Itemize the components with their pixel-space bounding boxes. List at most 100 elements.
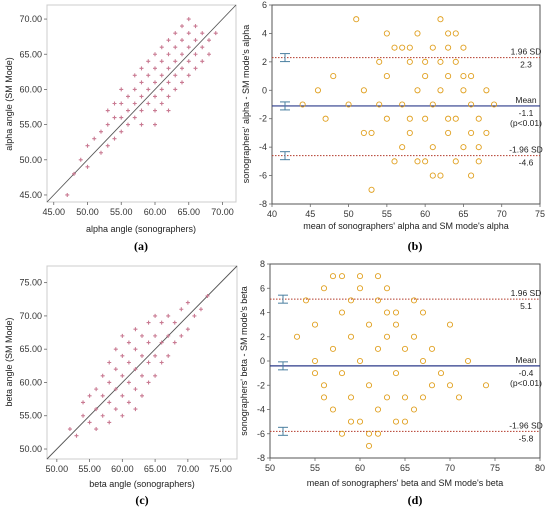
- x-tick-label: 80: [535, 463, 545, 473]
- data-point: [360, 87, 367, 94]
- data-point: [460, 144, 467, 151]
- y-tick-label: 4: [262, 28, 267, 38]
- x-tick-label: 65.00: [177, 207, 200, 217]
- data-point: [429, 101, 436, 108]
- data-point: [146, 73, 151, 78]
- data-point: [186, 45, 191, 50]
- x-tick-label: 75: [490, 463, 500, 473]
- reference-line-name: -1.96 SD: [509, 145, 543, 155]
- data-point: [173, 45, 178, 50]
- panel-label: (d): [408, 493, 423, 507]
- data-point: [345, 101, 352, 108]
- data-point: [365, 442, 373, 449]
- reference-line-value: -5.8: [519, 433, 534, 443]
- data-point: [383, 30, 390, 37]
- y-tick-label: -6: [259, 171, 267, 181]
- data-point: [437, 172, 444, 179]
- data-point: [126, 94, 130, 99]
- data-point: [429, 144, 436, 151]
- data-point: [445, 44, 452, 51]
- data-point: [429, 172, 436, 179]
- data-point: [437, 16, 444, 23]
- data-point: [140, 393, 144, 398]
- y-tick-label: 70.00: [19, 311, 42, 321]
- data-point: [153, 108, 157, 113]
- data-point: [119, 129, 124, 134]
- data-point: [100, 373, 105, 378]
- data-point: [368, 186, 375, 193]
- data-point: [401, 418, 409, 425]
- data-point: [399, 101, 406, 108]
- data-point: [120, 413, 125, 418]
- x-axis-label: mean of sonographers' beta and SM mode's…: [307, 478, 504, 488]
- panel-a-scatter: 45.00 50.00 55.00 60.00 65.00 70.00 45.00 50.00…: [4, 4, 237, 253]
- data-point: [146, 380, 151, 385]
- panel-label: (b): [408, 239, 423, 253]
- data-point: [87, 420, 92, 425]
- data-point: [185, 300, 190, 305]
- data-point: [392, 418, 400, 425]
- data-point: [410, 406, 418, 413]
- y-tick-label: -4: [259, 142, 267, 152]
- reference-line-value: -0.4: [519, 368, 534, 378]
- data-point: [74, 433, 79, 438]
- data-point: [414, 158, 421, 165]
- y-tick-label: 65.00: [19, 49, 42, 59]
- data-point: [81, 400, 86, 405]
- data-point: [112, 115, 117, 120]
- data-point: [159, 320, 164, 325]
- data-point: [338, 273, 346, 280]
- data-point: [139, 94, 144, 99]
- x-tick-label: 50.00: [76, 207, 99, 217]
- data-point: [429, 44, 436, 51]
- data-point: [120, 373, 125, 378]
- data-point: [140, 373, 144, 378]
- y-axis-label: sonographers' beta - SM mode's beta: [239, 286, 249, 436]
- data-point: [356, 285, 364, 292]
- x-tick-label: 70: [497, 209, 507, 219]
- data-point: [437, 370, 445, 377]
- data-point: [153, 80, 157, 85]
- x-tick-label: 60.00: [111, 464, 134, 474]
- y-tick-label: 4: [260, 308, 265, 318]
- data-point: [172, 340, 177, 345]
- data-point: [383, 73, 390, 80]
- x-tick-label: 55.00: [110, 207, 133, 217]
- y-tick-label: 50.00: [19, 155, 42, 165]
- y-tick-label: 70.00: [19, 14, 42, 24]
- panel-label: (a): [134, 239, 148, 253]
- data-point: [166, 66, 171, 71]
- panel-d-bland-altman: 1.96 SD 5.1 Mean -0.4(p<0.01) -1.96 SD -5.8 5…: [239, 259, 545, 507]
- data-point: [94, 427, 99, 432]
- data-point: [180, 38, 184, 43]
- reference-line-pvalue: (p<0.01): [510, 378, 542, 388]
- data-point: [338, 370, 346, 377]
- data-point: [65, 192, 70, 197]
- y-axis-label: beta angle (SM Mode): [4, 317, 14, 406]
- data-point: [374, 406, 382, 413]
- data-point: [356, 357, 364, 365]
- data-point: [445, 129, 452, 136]
- x-tick-label: 60.00: [144, 207, 167, 217]
- identity-line: [46, 4, 237, 203]
- data-point: [139, 80, 144, 85]
- data-point: [153, 313, 158, 318]
- data-point: [311, 321, 319, 328]
- data-point: [414, 87, 421, 94]
- data-point: [112, 101, 117, 106]
- data-point: [399, 44, 406, 51]
- data-point: [185, 327, 190, 332]
- data-point: [428, 382, 436, 389]
- data-point: [445, 30, 452, 37]
- data-point: [392, 309, 400, 316]
- data-point: [374, 345, 382, 352]
- data-point: [72, 171, 76, 176]
- data-point: [410, 297, 418, 304]
- x-tick-label: 65.00: [144, 464, 167, 474]
- data-point: [81, 413, 86, 418]
- y-tick-label: 60.00: [19, 377, 42, 387]
- data-point: [419, 357, 427, 365]
- data-point: [119, 87, 124, 92]
- y-tick-label: 8: [260, 259, 265, 269]
- x-tick-label: 55: [310, 463, 320, 473]
